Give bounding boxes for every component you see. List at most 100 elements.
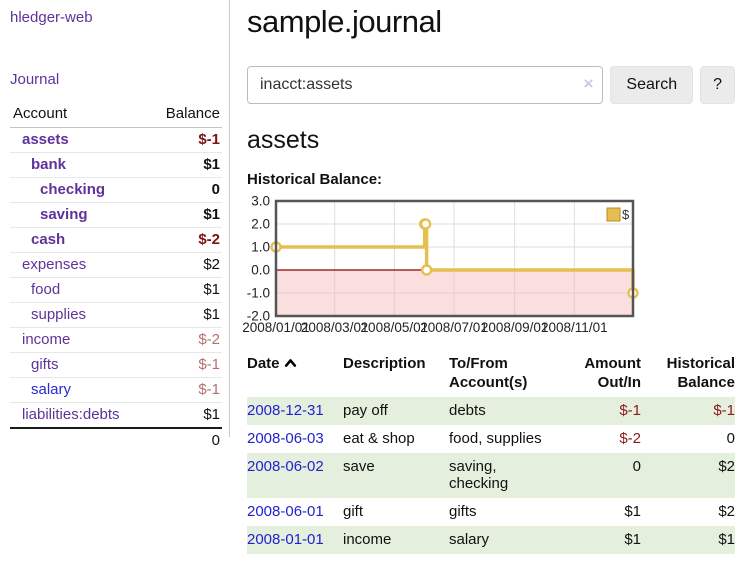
account-row: income $-2	[10, 327, 222, 353]
transaction-balance: $2	[718, 457, 735, 475]
transaction-amount: 0	[632, 457, 641, 475]
register-header-description: Description	[343, 354, 426, 372]
account-link[interactable]: liabilities:debts	[22, 406, 120, 423]
table-row: 2008-06-03 eat & shop food, supplies $-2…	[247, 425, 735, 453]
transaction-date-link[interactable]: 2008-12-31	[247, 401, 324, 419]
accounts-total-row: 0	[10, 427, 222, 453]
clear-search-icon[interactable]: ×	[583, 73, 594, 93]
svg-text:2008/01/01: 2008/01/01	[242, 320, 310, 335]
account-heading: assets	[247, 125, 320, 154]
register-header-accounts: To/From Account(s)	[449, 354, 528, 392]
account-row: liabilities:debts $1	[10, 402, 222, 429]
transaction-description: gift	[343, 502, 364, 520]
transaction-accounts: saving, checking	[449, 457, 509, 492]
account-balance: $-2	[147, 227, 222, 253]
app-layout: hledger-web Journal Account Balance asse…	[0, 0, 742, 554]
accounts-header-balance: Balance	[147, 102, 222, 128]
register-header-balance: Historical Balance	[666, 354, 735, 392]
account-row: assets $-1	[10, 127, 222, 153]
transaction-amount: $-1	[619, 401, 641, 419]
search-form: × Search ?	[247, 65, 735, 104]
account-balance: $1	[147, 202, 222, 228]
svg-text:2008/05/01: 2008/05/01	[361, 320, 429, 335]
account-row: cash $-2	[10, 227, 222, 253]
account-balance: $-1	[147, 352, 222, 378]
register-table-body: 2008-12-31 pay off debts $-1 $-1 2008-06…	[247, 396, 735, 554]
account-row: expenses $2	[10, 252, 222, 278]
search-button[interactable]: Search	[610, 65, 694, 104]
transaction-description: save	[343, 457, 375, 475]
account-link[interactable]: bank	[31, 156, 67, 173]
svg-text:2008/03/01: 2008/03/01	[301, 320, 369, 335]
account-link[interactable]: food	[31, 281, 61, 298]
app-title-link[interactable]: hledger-web	[10, 9, 93, 26]
account-balance: $-1	[147, 127, 222, 153]
historical-balance-chart: $3.0 2.0 1.0 0.0 -1.0 -2.0 2008/01/01 2008/03/0…	[242, 193, 735, 340]
account-link[interactable]: salary	[31, 381, 72, 398]
register-header-amount: Amount Out/In	[584, 354, 641, 392]
accounts-table-body: assets $-1 bank $1 checking 0 saving $1 …	[10, 127, 222, 429]
transaction-balance: $2	[718, 502, 735, 520]
account-link[interactable]: checking	[40, 181, 106, 198]
account-balance: $-2	[147, 327, 222, 353]
transaction-description: pay off	[343, 401, 388, 419]
account-link[interactable]: assets	[22, 131, 69, 148]
main-panel: sample.journal × Search ? assets Histori…	[230, 0, 742, 554]
transaction-amount: $-2	[619, 429, 641, 447]
sidebar: hledger-web Journal Account Balance asse…	[0, 0, 230, 453]
account-balance: $2	[147, 252, 222, 278]
account-link[interactable]: gifts	[31, 356, 59, 373]
search-input-wrap: ×	[247, 65, 604, 104]
search-input[interactable]	[247, 65, 604, 104]
account-link[interactable]: supplies	[31, 306, 87, 323]
svg-text:1.0: 1.0	[251, 239, 270, 254]
transaction-date-link[interactable]: 2008-06-02	[247, 457, 324, 475]
transaction-balance: $1	[718, 530, 735, 548]
register-header-date[interactable]: Date	[247, 352, 343, 397]
account-row: supplies $1	[10, 302, 222, 328]
transaction-amount: $1	[624, 502, 641, 520]
page-title: sample.journal	[247, 4, 442, 39]
account-link[interactable]: cash	[31, 231, 66, 248]
account-link[interactable]: expenses	[22, 256, 87, 273]
transaction-date-link[interactable]: 2008-01-01	[247, 530, 324, 548]
transaction-description: income	[343, 530, 392, 548]
svg-text:-2.0: -2.0	[247, 308, 270, 323]
register-table: Date Description To/From Account(s) Amou…	[247, 352, 735, 554]
transaction-date-link[interactable]: 2008-06-03	[247, 429, 324, 447]
table-row: 2008-12-31 pay off debts $-1 $-1	[247, 396, 735, 425]
transaction-amount: $1	[624, 530, 641, 548]
table-row: 2008-06-02 save saving, checking 0 $2	[247, 452, 735, 498]
svg-text:2.0: 2.0	[251, 216, 270, 231]
account-row: saving $1	[10, 202, 222, 228]
svg-text:$: $	[622, 207, 630, 222]
transaction-accounts: food, supplies	[449, 429, 542, 447]
table-row: 2008-01-01 income salary $1 $1	[247, 525, 735, 554]
svg-text:2008/07/01: 2008/07/01	[420, 320, 488, 335]
svg-text:3.0: 3.0	[251, 193, 270, 208]
transaction-accounts: debts	[449, 401, 486, 419]
account-balance: $1	[147, 152, 222, 178]
account-row: gifts $-1	[10, 352, 222, 378]
svg-text:2008/11/01: 2008/11/01	[541, 320, 608, 335]
transaction-date-link[interactable]: 2008-06-01	[247, 502, 324, 520]
account-link[interactable]: income	[22, 331, 71, 348]
account-row: checking 0	[10, 177, 222, 203]
account-row: salary $-1	[10, 377, 222, 403]
account-row: food $1	[10, 277, 222, 303]
account-row: bank $1	[10, 152, 222, 178]
account-link[interactable]: saving	[40, 206, 88, 223]
chart-title: Historical Balance:	[247, 170, 383, 188]
transaction-balance: 0	[726, 429, 735, 447]
account-balance: 0	[147, 177, 222, 203]
transaction-accounts: salary	[449, 530, 490, 548]
account-balance: $1	[147, 302, 222, 328]
help-button[interactable]: ?	[700, 65, 735, 104]
accounts-header-account: Account	[10, 102, 148, 128]
table-row: 2008-06-01 gift gifts $1 $2	[247, 498, 735, 526]
svg-text:0.0: 0.0	[251, 262, 270, 277]
sidebar-item-journal[interactable]: Journal	[10, 71, 60, 88]
account-balance: $1	[147, 402, 222, 429]
chart-svg: $3.0 2.0 1.0 0.0 -1.0 -2.02008/01/012008/03/0…	[242, 193, 639, 335]
accounts-total-value: 0	[147, 427, 222, 453]
